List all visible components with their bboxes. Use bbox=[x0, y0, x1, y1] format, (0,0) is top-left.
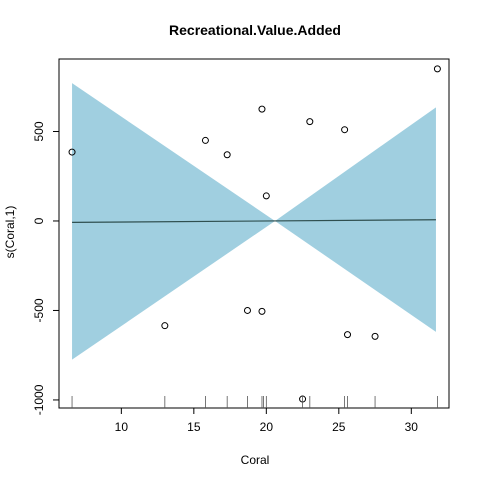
fit-line bbox=[72, 219, 436, 224]
y-axis-label: s(Coral,1) bbox=[3, 206, 17, 259]
chart-title: Recreational.Value.Added bbox=[169, 22, 341, 38]
x-tick-label-0: 10 bbox=[115, 420, 129, 434]
data-point-10 bbox=[341, 126, 349, 134]
data-point-11 bbox=[344, 331, 352, 339]
data-point-3 bbox=[223, 151, 231, 159]
data-point-6 bbox=[258, 307, 266, 315]
data-point-0 bbox=[68, 148, 76, 156]
x-tick-label-4: 30 bbox=[405, 420, 419, 434]
x-tick-label-3: 25 bbox=[332, 420, 346, 434]
x-tick-label-1: 15 bbox=[187, 420, 201, 434]
data-point-2 bbox=[201, 136, 209, 144]
y-tick-label-0: -1000 bbox=[32, 384, 46, 415]
data-point-4 bbox=[243, 306, 251, 314]
x-axis-label: Coral bbox=[241, 453, 270, 467]
data-point-1 bbox=[161, 322, 169, 330]
plot-frame bbox=[58, 58, 450, 409]
data-point-9 bbox=[306, 118, 314, 126]
data-point-7 bbox=[262, 192, 270, 200]
y-tick-label-2: 0 bbox=[32, 217, 46, 224]
data-point-13 bbox=[433, 65, 441, 73]
data-point-12 bbox=[371, 332, 379, 340]
y-tick-label-3: 500 bbox=[32, 121, 46, 141]
data-point-5 bbox=[258, 105, 266, 113]
plot-area: 10 15 20 25 30 -1000 -500 0 500 bbox=[32, 58, 450, 434]
y-tick-label-1: -500 bbox=[32, 298, 46, 322]
x-tick-label-2: 20 bbox=[260, 420, 274, 434]
